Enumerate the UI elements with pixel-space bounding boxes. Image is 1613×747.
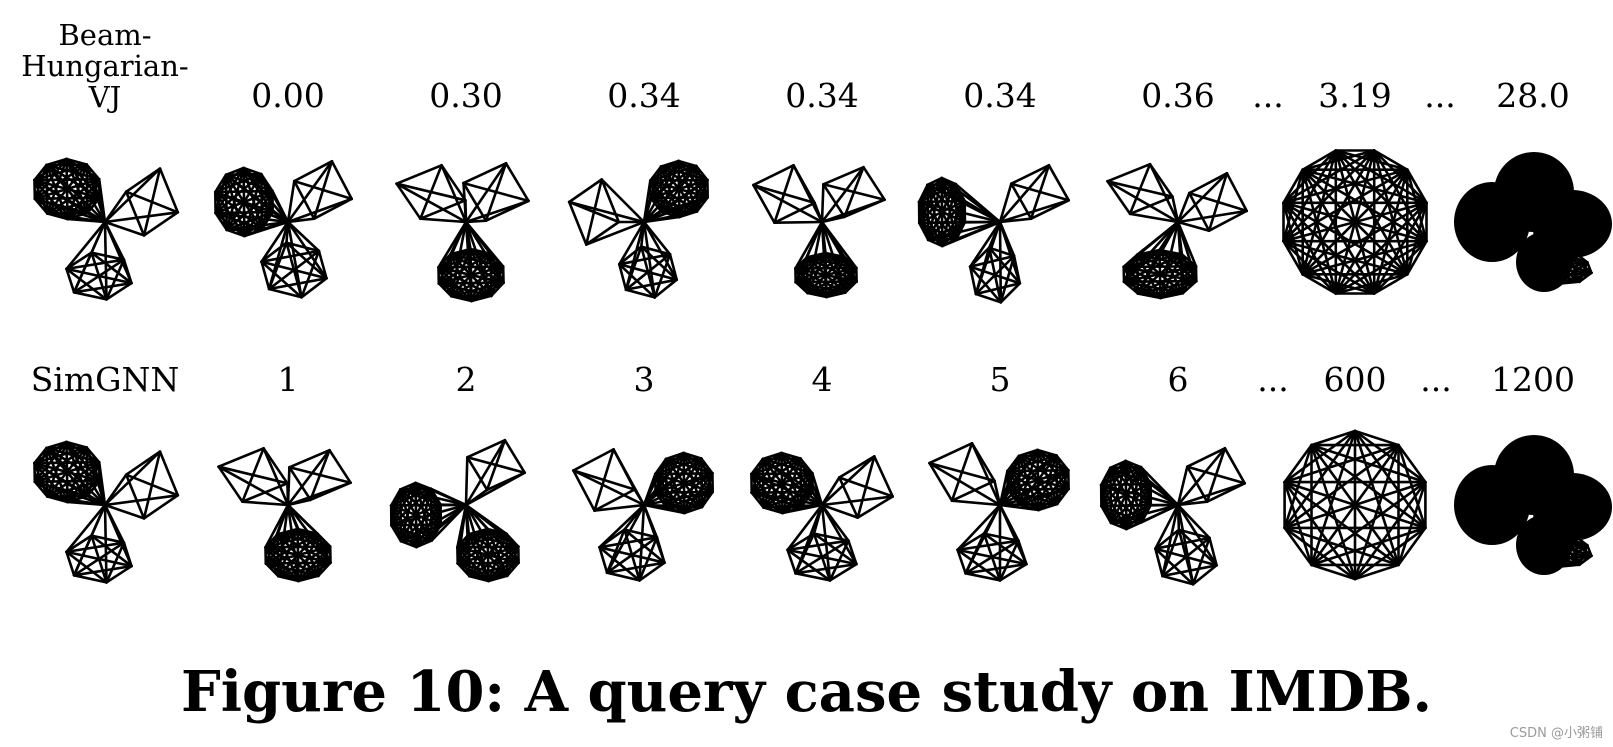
watermark: CSDN @小粥铺: [1509, 726, 1603, 741]
ellipsis-3: ...: [1257, 360, 1288, 399]
rank-label-1200: 1200: [1491, 360, 1575, 399]
rank-label-1: 1: [278, 360, 299, 399]
ged-label-4: 0.34: [785, 76, 858, 115]
graph-drawing: [214, 160, 354, 299]
graph-drawing: [1099, 446, 1246, 586]
graph-drawing: [1282, 149, 1428, 295]
ged-label-600: 3.19: [1318, 76, 1391, 115]
case-study-figure: Beam- Hungarian- VJ 0.00 0.30 0.34 0.34 …: [21, 18, 1612, 586]
graph-drawing: [33, 440, 180, 584]
method-label-line-2: Hungarian-: [21, 49, 188, 83]
graph-drawing: [389, 438, 527, 583]
method-label-line-3: VJ: [88, 80, 122, 114]
ged-label-6: 0.36: [1141, 76, 1214, 115]
graph-drawing: [1283, 429, 1427, 581]
rank-label-5: 5: [990, 360, 1011, 399]
graph-drawing: [33, 157, 180, 301]
ellipsis-2: ...: [1424, 76, 1455, 115]
ged-label-1: 0.00: [251, 76, 324, 115]
graph-drawing: [917, 164, 1070, 304]
graph-drawing: [1106, 162, 1248, 300]
ged-label-1200: 28.0: [1496, 76, 1569, 115]
graph-drawing: [567, 159, 710, 299]
rank-label-6: 6: [1168, 360, 1189, 399]
ellipsis-4: ...: [1420, 360, 1451, 399]
ged-label-2: 0.30: [429, 76, 502, 115]
graph-drawing: [750, 451, 895, 582]
rank-label-600: 600: [1324, 360, 1387, 399]
ellipsis-1: ...: [1252, 76, 1283, 115]
rank-label-2: 2: [456, 360, 477, 399]
graph-drawing: [1454, 435, 1612, 575]
graph-drawing: [928, 441, 1070, 582]
graph-drawing: [572, 448, 715, 582]
ged-label-3: 0.34: [607, 76, 680, 115]
graph-drawing: [1454, 152, 1612, 292]
rank-label-4: 4: [812, 360, 833, 399]
figure-caption: Figure 10: A query case study on IMDB.: [180, 659, 1433, 725]
graph-drawing: [752, 164, 886, 299]
ged-label-5: 0.34: [963, 76, 1036, 115]
method-label-line-1: Beam-: [58, 18, 151, 52]
graph-drawing: [217, 446, 352, 583]
rank-label-3: 3: [634, 360, 655, 399]
graph-drawing: [395, 162, 530, 303]
method-label-simgnn: SimGNN: [31, 360, 180, 399]
